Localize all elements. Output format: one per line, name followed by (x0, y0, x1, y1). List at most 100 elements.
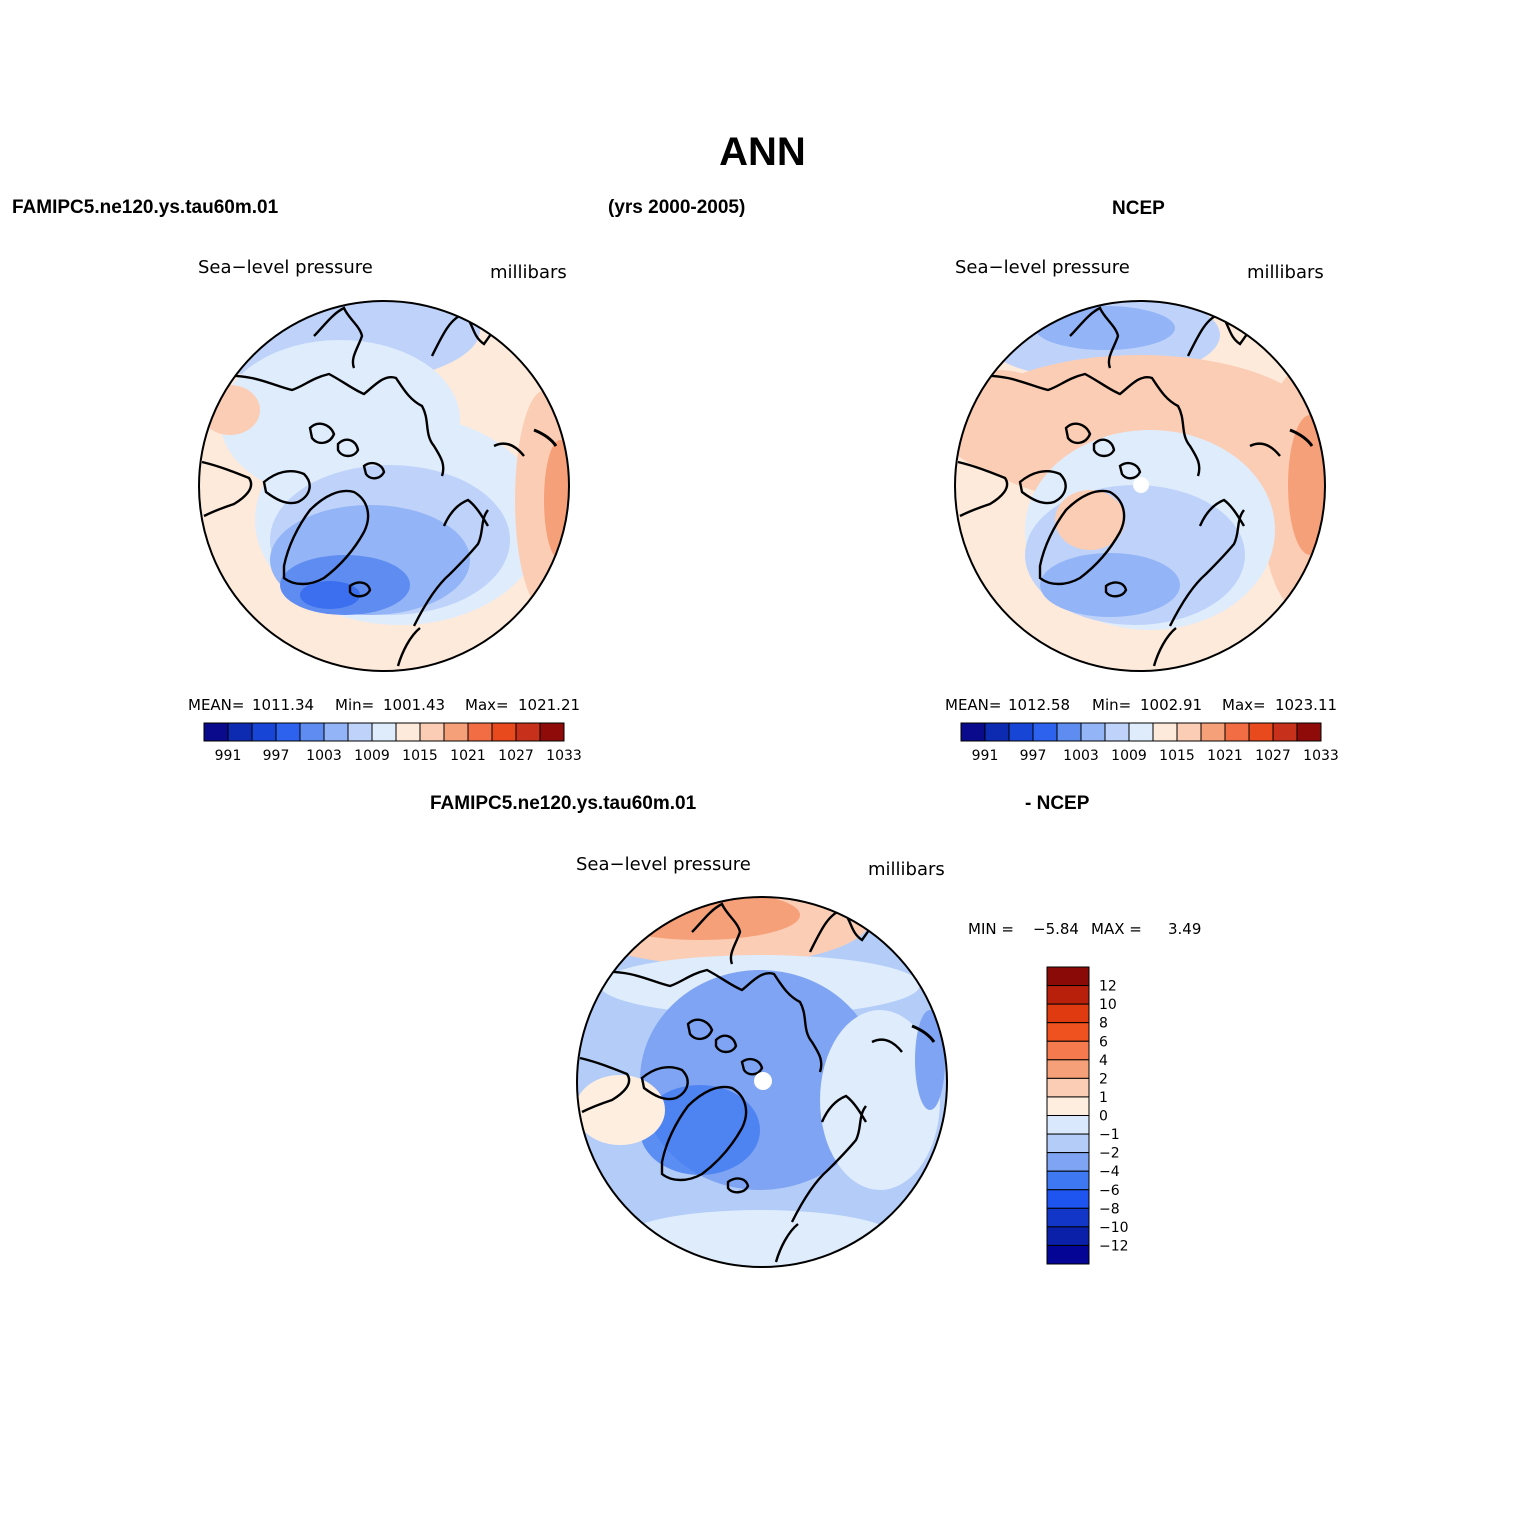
colorbar-swatch (1046, 966, 1090, 987)
colorbar-swatch (1056, 722, 1082, 742)
diff-units-label: millibars (868, 859, 945, 880)
colorbar-swatch (960, 722, 986, 742)
colorbar-swatch (1152, 722, 1178, 742)
colorbar-tick-label: −12 (1099, 1238, 1129, 1254)
colorbar-swatch (1104, 722, 1130, 742)
colorbar-tick-label: 997 (1020, 748, 1047, 764)
colorbar-swatch (1046, 1244, 1090, 1265)
colorbar-tick-label: 1009 (1111, 748, 1147, 764)
ncep-max-label: Max= (1222, 696, 1266, 714)
colorbar-swatch (467, 722, 493, 742)
diff-max-value: 3.49 (1168, 920, 1202, 938)
model-units-label: millibars (490, 262, 567, 283)
colorbar-swatch (1046, 1059, 1090, 1079)
ncep-min-label: Min= (1092, 696, 1132, 714)
model-variable-label: Sea−level pressure (198, 257, 373, 278)
colorbar-tick-label: 10 (1099, 997, 1117, 1013)
diff-max-label: MAX = (1091, 920, 1142, 938)
colorbar-tick-label: 1027 (498, 748, 534, 764)
diff-obs-header: - NCEP (1025, 793, 1090, 814)
diff-min-value: −5.84 (1033, 920, 1079, 938)
colorbar-tick-label: 1021 (450, 748, 486, 764)
colorbar-swatch (1046, 1115, 1090, 1135)
model-min-label: Min= (335, 696, 375, 714)
colorbar-tick-label: −10 (1099, 1220, 1129, 1236)
colorbar-tick-label: 6 (1099, 1034, 1108, 1050)
model-mean-value: 1011.34 (252, 696, 315, 714)
colorbar-swatch (1032, 722, 1058, 742)
colorbar-swatch (1046, 985, 1090, 1005)
colorbar-swatch (395, 722, 421, 742)
colorbar-tick-label: 1027 (1255, 748, 1291, 764)
colorbar-tick-label: 1015 (1159, 748, 1195, 764)
colorbar-swatch (1046, 1189, 1090, 1209)
colorbar-swatch (1248, 722, 1274, 742)
colorbar-swatch (299, 722, 325, 742)
years-header: (yrs 2000-2005) (608, 197, 746, 218)
colorbar-swatch (1128, 722, 1154, 742)
colorbar-swatch (1046, 1207, 1090, 1228)
colorbar-swatch (323, 722, 349, 742)
colorbar-swatch (443, 722, 469, 742)
colorbar-tick-label: 12 (1099, 979, 1117, 995)
colorbar-swatch (227, 722, 253, 742)
model-case-header: FAMIPC5.ne120.ys.tau60m.01 (12, 197, 279, 218)
ncep-max-value: 1023.11 (1275, 696, 1338, 714)
colorbar-swatch (1176, 722, 1202, 742)
ncep-mean-value: 1012.58 (1008, 696, 1071, 714)
colorbar-swatch (1046, 1003, 1090, 1024)
colorbar-swatch (491, 722, 517, 742)
colorbar-swatch (1046, 1022, 1090, 1042)
model-max-value: 1021.21 (518, 696, 581, 714)
colorbar-tick-label: −4 (1099, 1164, 1120, 1180)
colorbar-tick-label: 991 (215, 748, 242, 764)
colorbar-tick-label: 1003 (1063, 748, 1099, 764)
diff-min-label: MIN = (968, 920, 1014, 938)
model-max-label: Max= (465, 696, 509, 714)
colorbar-tick-label: 0 (1099, 1109, 1108, 1125)
colorbar-tick-label: 1033 (546, 748, 582, 764)
ncep-mean-label: MEAN= (945, 696, 1002, 714)
diff-variable-label: Sea−level pressure (576, 854, 751, 875)
colorbar-swatch (1046, 1040, 1090, 1061)
obs-header: NCEP (1112, 198, 1165, 219)
model-min-value: 1001.43 (383, 696, 446, 714)
model-map (198, 300, 570, 672)
colorbar-tick-label: 1021 (1207, 748, 1243, 764)
colorbar-swatch (1296, 722, 1322, 742)
colorbar-tick-label: −6 (1099, 1183, 1120, 1199)
colorbar-tick-label: −1 (1099, 1127, 1120, 1143)
colorbar-tick-label: 1003 (306, 748, 342, 764)
colorbar-swatch (515, 722, 541, 742)
colorbar-tick-label: −2 (1099, 1146, 1120, 1162)
colorbar-swatch (1272, 722, 1298, 742)
colorbar-swatch (1046, 1133, 1090, 1154)
ncep-variable-label: Sea−level pressure (955, 257, 1130, 278)
colorbar-swatch (203, 722, 229, 742)
colorbar-swatch (1046, 1226, 1090, 1246)
model-colorbar: 991 997 1003 1009 1015 1021 1027 1033 (203, 722, 582, 764)
ncep-min-value: 1002.91 (1140, 696, 1203, 714)
colorbar-swatch (539, 722, 565, 742)
colorbar-tick-label: 8 (1099, 1016, 1108, 1032)
model-mean-label: MEAN= (188, 696, 245, 714)
colorbar-swatch (251, 722, 277, 742)
figure-title: ANN (719, 130, 806, 174)
colorbar-swatch (419, 722, 445, 742)
diff-case-header: FAMIPC5.ne120.ys.tau60m.01 (430, 793, 697, 814)
colorbar-swatch (371, 722, 397, 742)
colorbar-swatch (1200, 722, 1226, 742)
colorbar-swatch (984, 722, 1010, 742)
colorbar-tick-label: 991 (972, 748, 999, 764)
colorbar-swatch (1046, 1170, 1090, 1191)
ncep-colorbar: 991 997 1003 1009 1015 1021 1027 1033 (960, 722, 1339, 764)
ncep-map (954, 300, 1326, 672)
colorbar-swatch (1046, 1096, 1090, 1116)
colorbar-swatch (1046, 1077, 1090, 1098)
colorbar-swatch (1008, 722, 1034, 742)
colorbar-tick-label: 1015 (402, 748, 438, 764)
difference-map (576, 896, 948, 1268)
colorbar-tick-label: 1033 (1303, 748, 1339, 764)
